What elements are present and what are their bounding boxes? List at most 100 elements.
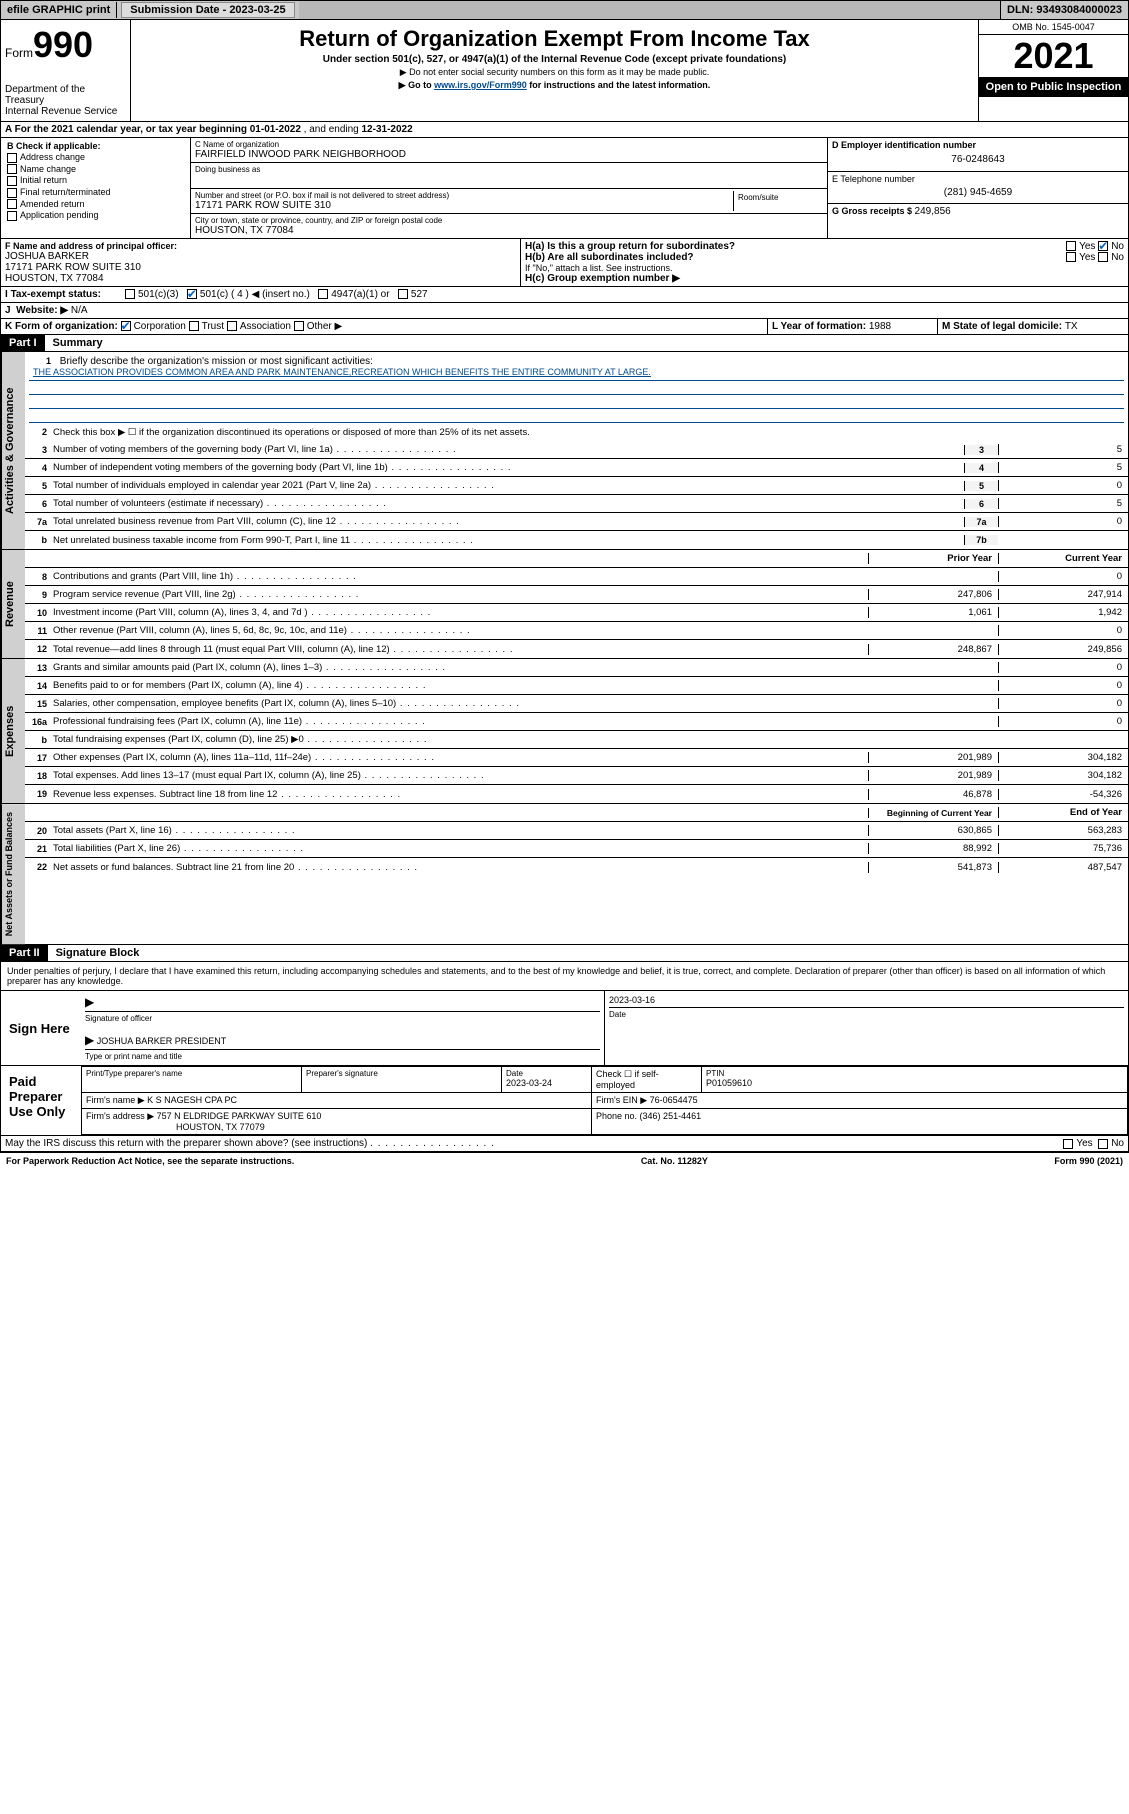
line-22: 22Net assets or fund balances. Subtract … [25, 858, 1128, 876]
gov-line-7b: bNet unrelated business taxable income f… [25, 531, 1128, 549]
note-link: ▶ Go to www.irs.gov/Form990 for instruct… [141, 80, 968, 91]
assoc-checkbox[interactable] [227, 321, 237, 331]
g-gross-block: G Gross receipts $ 249,856 [828, 204, 1128, 219]
net-content: Beginning of Current Year End of Year 20… [25, 804, 1128, 944]
sig-officer-block: ▶ Signature of officer ▶ JOSHUA BARKER P… [81, 991, 605, 1065]
mission-blank1 [29, 381, 1124, 395]
rev-content: Prior Year Current Year 8Contributions a… [25, 550, 1128, 658]
firm-ein-value: 76-0654475 [650, 1095, 698, 1105]
rev-block: Revenue Prior Year Current Year 8Contrib… [0, 550, 1129, 659]
firm-name-cell: Firm's name ▶ K S NAGESH CPA PC [82, 1093, 592, 1109]
mission-blank3 [29, 409, 1124, 423]
c3-checkbox[interactable] [125, 289, 135, 299]
period-row: A For the 2021 calendar year, or tax yea… [0, 122, 1129, 138]
section-c: C Name of organization FAIRFIELD INWOOD … [191, 138, 828, 238]
q2-text: Check this box ▶ ☐ if the organization d… [53, 425, 1128, 440]
f-label: F Name and address of principal officer: [5, 241, 516, 251]
b-final: Final return/terminated [7, 187, 184, 198]
tax-status-label: Tax-exempt status: [11, 289, 101, 300]
discuss-no-checkbox[interactable] [1098, 1139, 1108, 1149]
4947-checkbox[interactable] [318, 289, 328, 299]
efile-label: efile GRAPHIC print [1, 2, 117, 18]
checkbox-initial[interactable] [7, 176, 17, 186]
rev-header-row: Prior Year Current Year [25, 550, 1128, 568]
firm-phone-label: Phone no. [596, 1111, 640, 1121]
sig-date-value: 2023-03-16 [609, 995, 1124, 1005]
irs-link[interactable]: www.irs.gov/Form990 [434, 80, 527, 90]
sig-date-label: Date [609, 1010, 1124, 1019]
declaration: Under penalties of perjury, I declare th… [1, 962, 1128, 991]
checkbox-final[interactable] [7, 188, 17, 198]
mission-text: THE ASSOCIATION PROVIDES COMMON AREA AND… [29, 367, 1124, 381]
header-right: OMB No. 1545-0047 2021 Open to Public In… [978, 20, 1128, 121]
line-13: 13Grants and similar amounts paid (Part … [25, 659, 1128, 677]
line-b: bTotal fundraising expenses (Part IX, co… [25, 731, 1128, 749]
gov-line-5: 5Total number of individuals employed in… [25, 477, 1128, 495]
c-name-block: C Name of organization FAIRFIELD INWOOD … [191, 138, 827, 163]
corp-checkbox[interactable] [121, 321, 131, 331]
officer-name: JOSHUA BARKER [5, 251, 516, 262]
gov-line-3: 3Number of voting members of the governi… [25, 441, 1128, 459]
ptin-cell: PTINP01059610 [702, 1067, 1128, 1093]
prep-name-cell: Print/Type preparer's name [82, 1067, 302, 1093]
net-block: Net Assets or Fund Balances Beginning of… [0, 804, 1129, 945]
ptin-label: PTIN [706, 1069, 1123, 1078]
city-value: HOUSTON, TX 77084 [195, 225, 823, 236]
street-label: Number and street (or P.O. box if mail i… [195, 191, 733, 200]
discuss-dots [370, 1138, 495, 1149]
ha-no-checkbox[interactable] [1098, 241, 1108, 251]
checkbox-address[interactable] [7, 153, 17, 163]
submission-date-button[interactable]: Submission Date - 2023-03-25 [121, 2, 294, 18]
section-h: H(a) Is this a group return for subordin… [521, 239, 1128, 286]
checkbox-amended[interactable] [7, 199, 17, 209]
section-m: M State of legal domicile: TX [938, 319, 1128, 334]
b-address-change: Address change [7, 152, 184, 163]
form-number: Form990 [5, 24, 126, 66]
footer-left: For Paperwork Reduction Act Notice, see … [6, 1156, 294, 1166]
trust-label: Trust [202, 321, 224, 332]
col-current: Current Year [998, 553, 1128, 564]
trust-checkbox[interactable] [189, 321, 199, 331]
hb-no: No [1111, 252, 1124, 263]
hb-yes: Yes [1079, 252, 1095, 263]
discuss-yes-checkbox[interactable] [1063, 1139, 1073, 1149]
part2-header: Part II [1, 945, 48, 961]
website-label: Website: ▶ [16, 305, 68, 316]
vtab-rev: Revenue [1, 550, 25, 658]
exp-block: Expenses 13Grants and similar amounts pa… [0, 659, 1129, 804]
dept-label: Department of the Treasury [5, 84, 126, 106]
527-checkbox[interactable] [398, 289, 408, 299]
checkbox-name[interactable] [7, 164, 17, 174]
footer-mid: Cat. No. 11282Y [641, 1156, 708, 1166]
checkbox-pending[interactable] [7, 211, 17, 221]
note2-pre: ▶ Go to [399, 80, 434, 90]
prep-table: Print/Type preparer's name Preparer's si… [81, 1066, 1128, 1135]
ha-yes-checkbox[interactable] [1066, 241, 1076, 251]
c3-label: 501(c)(3) [138, 289, 179, 300]
line-10: 10Investment income (Part VIII, column (… [25, 604, 1128, 622]
line-11: 11Other revenue (Part VIII, column (A), … [25, 622, 1128, 640]
hb-label: H(b) Are all subordinates included? [525, 252, 694, 263]
net-lines: 20Total assets (Part X, line 16)630,8655… [25, 822, 1128, 876]
fh-row: F Name and address of principal officer:… [0, 239, 1129, 287]
firm-addr-label: Firm's address ▶ [86, 1111, 157, 1121]
line-20: 20Total assets (Part X, line 16)630,8655… [25, 822, 1128, 840]
b-item-0: Address change [20, 152, 85, 162]
hb-no-checkbox[interactable] [1098, 252, 1108, 262]
form-title: Return of Organization Exempt From Incom… [141, 26, 968, 52]
klm-row: K Form of organization: Corporation Trus… [0, 319, 1129, 335]
prep-row-3: Firm's address ▶ 757 N ELDRIDGE PARKWAY … [82, 1109, 1128, 1135]
org-name: FAIRFIELD INWOOD PARK NEIGHBORHOOD [195, 149, 823, 160]
l-label: L Year of formation: [772, 321, 869, 332]
other-checkbox[interactable] [294, 321, 304, 331]
phone-label: E Telephone number [832, 174, 1124, 184]
c4-checkbox[interactable] [187, 289, 197, 299]
officer-addr2: HOUSTON, TX 77084 [5, 273, 516, 284]
footer-right: Form 990 (2021) [1054, 1156, 1123, 1166]
i-options: 501(c)(3) 501(c) ( 4 ) ◀ (insert no.) 49… [121, 287, 1128, 302]
paid-prep-label: Paid Preparer Use Only [1, 1066, 81, 1135]
ha-label: H(a) Is this a group return for subordin… [525, 241, 735, 252]
gross-value: 249,856 [915, 206, 951, 217]
sig-officer-label: Signature of officer [85, 1014, 600, 1023]
hb-yes-checkbox[interactable] [1066, 252, 1076, 262]
